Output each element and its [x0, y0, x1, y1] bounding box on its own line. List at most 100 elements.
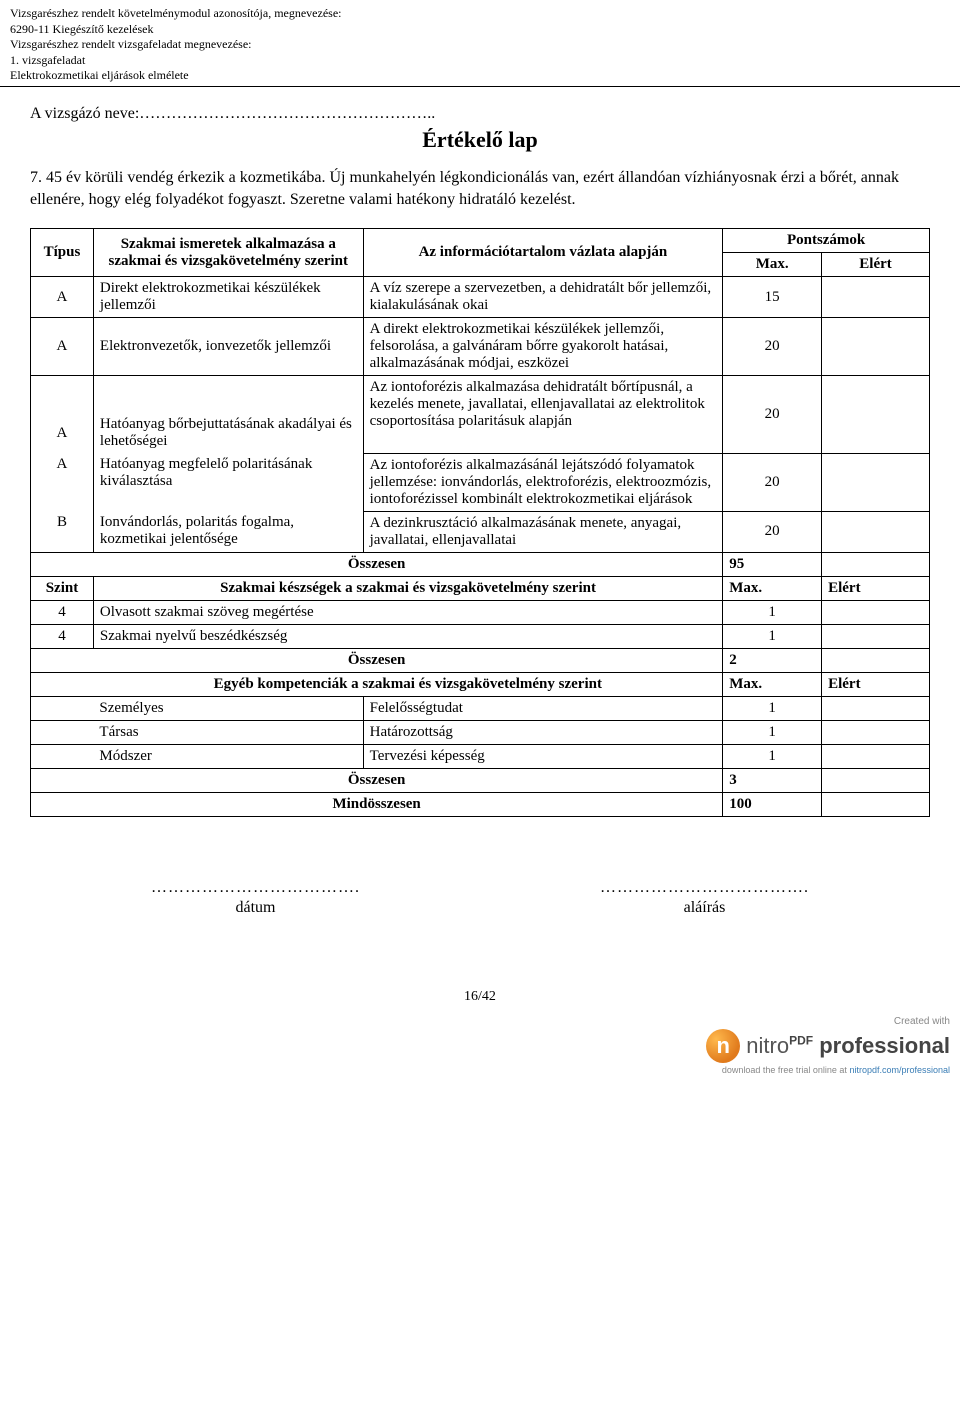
date-dots: ……………………………….	[151, 879, 360, 896]
comp-blank	[31, 720, 94, 744]
skill-level: 4	[31, 624, 94, 648]
comp-row: Személyes Felelősségtudat 1	[31, 696, 930, 720]
comp-max: 1	[723, 744, 822, 768]
evaluation-table: Típus Szakmai ismeretek alkalmazása a sz…	[30, 228, 930, 817]
cell-max: 20	[723, 376, 822, 454]
comp-name: Határozottság	[363, 720, 723, 744]
nitro-brand1: nitro	[746, 1033, 789, 1058]
cell-type: A	[31, 277, 94, 318]
comp-hdr: Egyéb kompetenciák a szakmai és vizsgakö…	[93, 672, 722, 696]
page-header: Vizsgarészhez rendelt követelménymodul a…	[0, 0, 960, 87]
nitro-dl-link: nitropdf.com/professional	[849, 1065, 950, 1075]
skills-hdr-max: Max.	[723, 576, 822, 600]
comp-blank	[31, 744, 94, 768]
sum2-label: Összesen	[31, 648, 723, 672]
comp-header-row: Egyéb kompetenciák a szakmai és vizsgakö…	[31, 672, 930, 696]
cell-info: Az iontoforézis alkalmazásánál lejátszód…	[363, 453, 723, 511]
sum-row: Összesen 2	[31, 648, 930, 672]
sign-label: aláírás	[481, 899, 928, 917]
table-row: A Direkt elektrokozmetikai készülékek je…	[31, 277, 930, 318]
skills-hdr-elert: Elért	[822, 576, 930, 600]
skill-elert	[822, 624, 930, 648]
examinee-name-line: A vizsgázó neve:………………………………………………..	[30, 105, 930, 123]
table-row: A Hatóanyag bőrbejuttatásának akadályai …	[31, 376, 930, 454]
cell-skill: Hatóanyag megfelelő polaritásának kivála…	[93, 453, 363, 511]
comp-elert	[822, 744, 930, 768]
page-number: 16/42	[30, 989, 930, 1005]
page-title: Értékelő lap	[30, 127, 930, 153]
comp-hdr-elert: Elért	[822, 672, 930, 696]
comp-cat: Módszer	[93, 744, 363, 768]
table-row: B Ionvándorlás, polaritás fogalma, kozme…	[31, 511, 930, 552]
skill-name: Olvasott szakmai szöveg megértése	[93, 600, 722, 624]
hdr-line1: Vizsgarészhez rendelt követelménymodul a…	[10, 6, 950, 22]
hdr-info: Az információtartalom vázlata alapján	[363, 229, 723, 277]
skills-header-row: Szint Szakmai készségek a szakmai és viz…	[31, 576, 930, 600]
sign-dots: ……………………………….	[600, 879, 809, 896]
skills-hdr: Szakmai készségek a szakmai és vizsgaköv…	[93, 576, 722, 600]
cell-max: 15	[723, 277, 822, 318]
cell-max: 20	[723, 453, 822, 511]
comp-blank	[31, 696, 94, 720]
hdr-line2: 6290-11 Kiegészítő kezelések	[10, 22, 950, 38]
cell-elert	[822, 511, 930, 552]
sum3-label: Összesen	[31, 768, 723, 792]
hdr-line4: 1. vizsgafeladat	[10, 53, 950, 69]
nitro-dl1: download the free trial online at	[722, 1065, 850, 1075]
skill-max: 1	[723, 600, 822, 624]
comp-cat: Társas	[93, 720, 363, 744]
cell-type: B	[31, 511, 94, 552]
cell-skill: Ionvándorlás, polaritás fogalma, kozmeti…	[93, 511, 363, 552]
comp-max: 1	[723, 696, 822, 720]
cell-skill: Hatóanyag bőrbejuttatásának akadályai és…	[93, 376, 363, 454]
cell-elert	[822, 318, 930, 376]
hdr-type: Típus	[31, 229, 94, 277]
hdr-line5: Elektrokozmetikai eljárások elmélete	[10, 68, 950, 84]
cell-type: A	[31, 376, 94, 454]
comp-max: 1	[723, 720, 822, 744]
table-row: A Elektronvezetők, ionvezetők jellemzői …	[31, 318, 930, 376]
watermark-nitro: Created with nitroPDF professional downl…	[0, 1011, 960, 1081]
cell-info: A dezinkrusztáció alkalmazásának menete,…	[363, 511, 723, 552]
hdr-szint: Szint	[31, 576, 94, 600]
nitro-logo-icon	[706, 1029, 740, 1063]
cell-info: A direkt elektrokozmetikai készülékek je…	[363, 318, 723, 376]
total-row: Mindösszesen 100	[31, 792, 930, 816]
date-label: dátum	[32, 899, 479, 917]
comp-name: Felelősségtudat	[363, 696, 723, 720]
hdr-skill: Szakmai ismeretek alkalmazása a szakmai …	[93, 229, 363, 277]
comp-hdr-max: Max.	[723, 672, 822, 696]
comp-row: Társas Határozottság 1	[31, 720, 930, 744]
comp-elert	[822, 696, 930, 720]
cell-type: A	[31, 318, 94, 376]
sum1-val: 95	[723, 552, 822, 576]
total-label: Mindösszesen	[31, 792, 723, 816]
nitro-brand3: professional	[819, 1033, 950, 1058]
skill-row: 4 Szakmai nyelvű beszédkészség 1	[31, 624, 930, 648]
hdr-points: Pontszámok	[723, 229, 930, 253]
cell-max: 20	[723, 511, 822, 552]
skill-level: 4	[31, 600, 94, 624]
nitro-created-label: Created with	[706, 1016, 950, 1027]
nitro-pdf: PDF	[789, 1033, 813, 1047]
cell-info: Az iontoforézis alkalmazása dehidratált …	[363, 376, 723, 454]
comp-row: Módszer Tervezési képesség 1	[31, 744, 930, 768]
cell-skill: Elektronvezetők, ionvezetők jellemzői	[93, 318, 363, 376]
hdr-line3: Vizsgarészhez rendelt vizsgafeladat megn…	[10, 37, 950, 53]
sum2-val: 2	[723, 648, 822, 672]
cell-elert	[822, 277, 930, 318]
cell-elert	[822, 453, 930, 511]
total-val: 100	[723, 792, 822, 816]
skill-row: 4 Olvasott szakmai szöveg megértése 1	[31, 600, 930, 624]
cell-info: A víz szerepe a szervezetben, a dehidrat…	[363, 277, 723, 318]
total-elert	[822, 792, 930, 816]
cell-elert	[822, 376, 930, 454]
cell-skill: Direkt elektrokozmetikai készülékek jell…	[93, 277, 363, 318]
sum-row: Összesen 3	[31, 768, 930, 792]
hdr-elert: Elért	[822, 253, 930, 277]
sum3-val: 3	[723, 768, 822, 792]
task-text: 7. 45 év körüli vendég érkezik a kozmeti…	[30, 167, 930, 210]
comp-cat: Személyes	[93, 696, 363, 720]
table-row: A Hatóanyag megfelelő polaritásának kivá…	[31, 453, 930, 511]
sum1-elert	[822, 552, 930, 576]
